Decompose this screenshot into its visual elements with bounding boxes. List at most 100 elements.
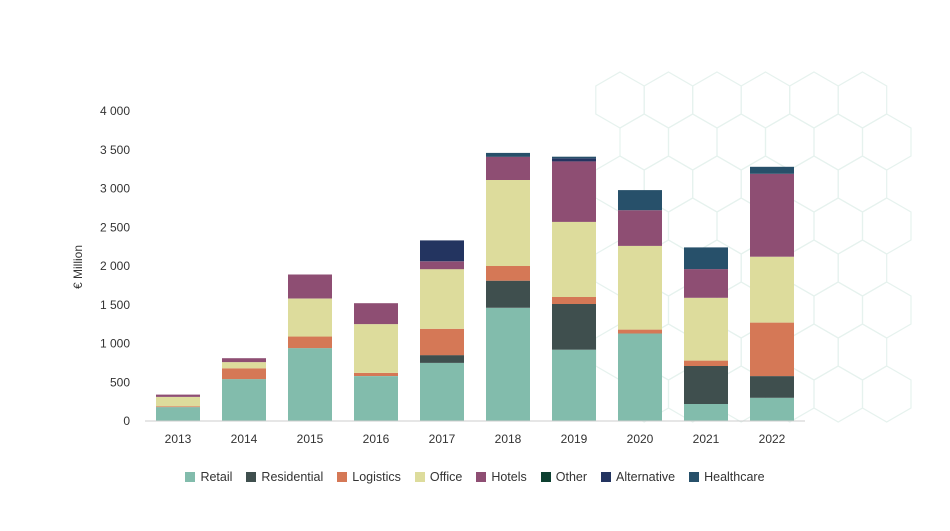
bar-segment-retail-2013 xyxy=(156,407,200,421)
bar-segment-retail-2019 xyxy=(552,349,596,421)
bar-segment-logistics-2016 xyxy=(354,372,398,376)
x-tick-label: 2013 xyxy=(165,432,192,446)
bar-segment-logistics-2020 xyxy=(618,329,662,334)
legend-swatch xyxy=(689,472,700,482)
legend-item: Alternative xyxy=(601,470,675,484)
background-hexagon xyxy=(813,197,864,255)
background-hexagon xyxy=(789,239,839,297)
legend-item: Healthcare xyxy=(689,470,765,484)
bar-segment-office-2018 xyxy=(486,180,530,266)
legend-label: Hotels xyxy=(491,470,527,484)
y-tick-label: 1 000 xyxy=(100,337,130,351)
bar-segment-hotels-2013 xyxy=(156,394,200,397)
y-tick-label: 2 000 xyxy=(100,259,130,273)
background-hexagon xyxy=(667,113,718,171)
bar-segment-residential-2021 xyxy=(684,366,728,404)
background-hexagon xyxy=(643,71,694,129)
bar-segment-healthcare-2022 xyxy=(750,166,794,174)
legend-label: Logistics xyxy=(352,470,401,484)
bar-segment-residential-2018 xyxy=(486,280,530,308)
bar-segment-healthcare-2021 xyxy=(684,247,728,270)
bar-segment-logistics-2018 xyxy=(486,266,530,281)
bar-segment-retail-2017 xyxy=(420,362,464,421)
bar-segment-healthcare-2018 xyxy=(486,152,530,157)
bar-segment-office-2013 xyxy=(156,397,200,407)
background-hexagon xyxy=(861,197,912,255)
bar-segment-logistics-2021 xyxy=(684,360,728,366)
legend-item: Office xyxy=(414,470,463,484)
legend-item: Logistics xyxy=(337,470,401,484)
background-hexagon xyxy=(813,281,864,339)
background-hexagon xyxy=(789,71,839,129)
y-axis-ticks: 0 500 1 000 1 500 2 000 2 500 3 000 3 500 4 000 xyxy=(100,104,130,428)
legend-label: Residential xyxy=(261,470,324,484)
background-hexagon xyxy=(716,113,767,171)
bar-segment-retail-2014 xyxy=(222,379,266,421)
background-hexagon xyxy=(813,365,864,423)
bar-segment-office-2022 xyxy=(750,256,794,323)
legend: Retail Residential Logistics Office Hotels Ot… xyxy=(0,470,950,484)
bar-segment-logistics-2014 xyxy=(222,368,266,380)
bar-segment-retail-2021 xyxy=(684,403,728,421)
background-hexagon xyxy=(861,365,912,423)
legend-label: Other xyxy=(555,470,588,484)
bar-segment-hotels-2022 xyxy=(750,173,794,257)
x-tick-label: 2019 xyxy=(561,432,588,446)
bar-segment-hotels-2014 xyxy=(222,358,266,363)
x-tick-label: 2017 xyxy=(429,432,456,446)
background-hexagon xyxy=(837,239,888,297)
y-tick-label: 3 500 xyxy=(100,143,130,157)
legend-swatch xyxy=(414,472,425,482)
bar-segment-alternative-2017 xyxy=(420,240,464,262)
legend-swatch xyxy=(337,472,348,482)
legend-item: Other xyxy=(540,470,588,484)
bar-segment-retail-2016 xyxy=(354,376,398,421)
bar-segment-office-2019 xyxy=(552,221,596,297)
bar-segment-logistics-2019 xyxy=(552,297,596,304)
background-hexagon xyxy=(861,113,912,171)
background-hexagon xyxy=(595,71,645,129)
y-tick-label: 0 xyxy=(123,414,130,428)
y-tick-label: 3 000 xyxy=(100,182,130,196)
legend-swatch xyxy=(540,472,551,482)
bars-group xyxy=(156,152,794,422)
legend-swatch xyxy=(476,472,487,482)
legend-item: Hotels xyxy=(476,470,527,484)
x-tick-label: 2018 xyxy=(495,432,522,446)
bar-segment-hotels-2019 xyxy=(552,161,596,222)
bar-segment-residential-2019 xyxy=(552,304,596,350)
legend-item: Retail xyxy=(185,470,232,484)
background-hexagon xyxy=(837,323,888,381)
y-tick-label: 1 500 xyxy=(100,298,130,312)
background-hexagon xyxy=(740,71,791,129)
bar-segment-hotels-2021 xyxy=(684,269,728,298)
background-hexagon xyxy=(692,155,742,213)
bar-segment-healthcare-2019 xyxy=(552,156,596,159)
bar-segment-office-2021 xyxy=(684,297,728,361)
bar-segment-healthcare-2020 xyxy=(618,190,662,211)
background-hexagon xyxy=(861,281,912,339)
background-hexagon xyxy=(764,113,815,171)
bar-segment-office-2016 xyxy=(354,324,398,373)
bar-segment-residential-2017 xyxy=(420,355,464,363)
bar-segment-retail-2022 xyxy=(750,397,794,422)
background-hexagon xyxy=(667,197,718,255)
bar-segment-hotels-2018 xyxy=(486,156,530,180)
y-tick-label: 2 500 xyxy=(100,220,130,234)
bar-segment-logistics-2015 xyxy=(288,336,332,349)
legend-label: Alternative xyxy=(616,470,676,484)
background-hexagon xyxy=(837,155,888,213)
x-tick-label: 2014 xyxy=(231,432,258,446)
bar-segment-hotels-2015 xyxy=(288,274,332,299)
bar-segment-office-2015 xyxy=(288,298,332,337)
y-axis-title: € Million xyxy=(71,245,85,289)
background-hexagon xyxy=(692,71,742,129)
legend-swatch xyxy=(185,472,196,482)
bar-segment-hotels-2017 xyxy=(420,261,464,270)
background-hexagon xyxy=(619,113,670,171)
background-hexagon xyxy=(789,155,839,213)
background-hexagon xyxy=(789,323,839,381)
legend-label: Office xyxy=(429,470,463,484)
bar-segment-retail-2018 xyxy=(486,307,530,421)
